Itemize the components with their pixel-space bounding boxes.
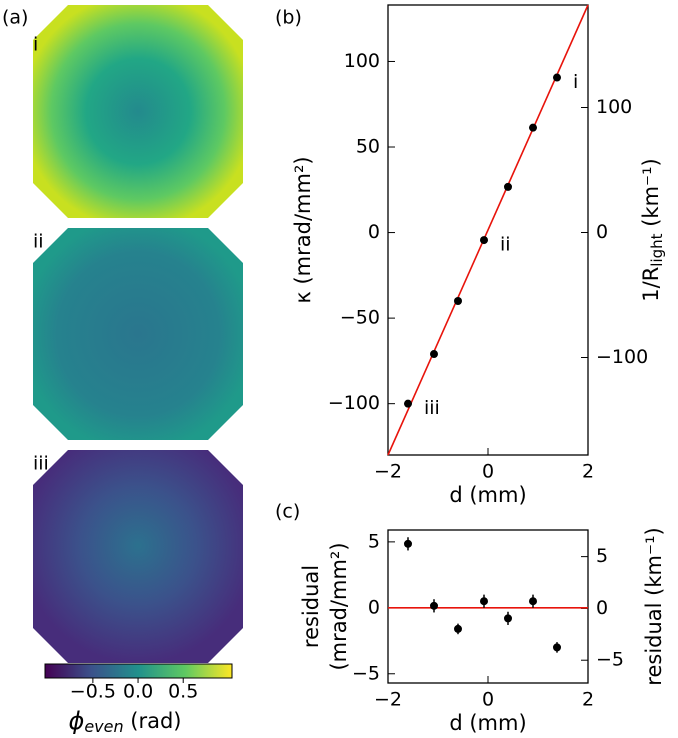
y-tick-label: 0	[368, 221, 380, 243]
panel-label: (c)	[275, 501, 300, 523]
y-tick-label: 50	[356, 136, 380, 158]
phase-map	[33, 450, 243, 663]
data-point	[454, 297, 462, 305]
y-axis-label: κ (mrad/mm²)	[291, 156, 315, 303]
data-point	[553, 74, 561, 82]
x-tick-label: 2	[582, 689, 594, 711]
data-point	[553, 643, 561, 651]
subscript: even	[84, 717, 123, 736]
colorbar-tick-label: −0.5	[70, 681, 116, 703]
x-tick-label: 0	[482, 689, 494, 711]
data-point	[404, 400, 412, 408]
data-point	[504, 614, 512, 622]
data-point	[480, 236, 488, 244]
image-label: iii	[33, 453, 49, 475]
label-main: 1/R	[639, 267, 663, 302]
y-axis-label: (mrad/mm²)	[327, 542, 351, 670]
y2-tick-label: −5	[596, 649, 624, 671]
y2-tick-label: 0	[596, 221, 608, 243]
figure: (a) i ii iii ϕeven (rad) −0.50.00.5(b)−2…	[0, 0, 678, 738]
x-tick-label: −2	[374, 461, 402, 483]
image-label: ii	[33, 231, 44, 253]
x-tick-label: 0	[482, 461, 494, 483]
x-axis-label: d (mm)	[449, 483, 526, 507]
y2-tick-label: 0	[596, 597, 608, 619]
data-point	[430, 602, 438, 610]
y-tick-label: 100	[344, 50, 380, 72]
point-label: iii	[424, 397, 440, 419]
unit: (rad)	[124, 709, 182, 733]
y2-tick-label: 100	[596, 96, 632, 118]
y-tick-label: 5	[368, 530, 380, 552]
colorbar-tick-label: 0.0	[123, 681, 153, 703]
x-axis-label: d (mm)	[449, 711, 526, 735]
colorbar-tick-label: 0.5	[168, 681, 198, 703]
data-point	[404, 540, 412, 548]
data-point	[430, 350, 438, 358]
data-point	[529, 124, 537, 132]
x-tick-label: 2	[582, 461, 594, 483]
fit-line	[388, 5, 588, 455]
point-label: ii	[500, 234, 511, 256]
y-tick-label: −50	[340, 307, 380, 329]
y-tick-label: −5	[352, 662, 380, 684]
plot-frame	[388, 530, 588, 683]
data-point	[529, 597, 537, 605]
data-point	[480, 597, 488, 605]
y2-axis-label: residual (km⁻¹)	[642, 527, 666, 685]
y2-tick-label: 5	[596, 545, 608, 567]
y2-axis-label: 1/Rlight (km⁻¹)	[639, 158, 666, 301]
colorbar-label: ϕeven (rad)	[68, 707, 181, 736]
symbol: ϕ	[68, 707, 84, 735]
panel-a: (a) i ii iii ϕeven (rad)	[2, 5, 243, 736]
label-sub: light	[648, 233, 666, 266]
phase-map	[33, 5, 243, 218]
data-point	[454, 625, 462, 633]
panel-label: (b)	[275, 7, 302, 29]
data-point	[504, 183, 512, 191]
phase-map	[33, 228, 243, 440]
y-tick-label: −100	[328, 392, 380, 414]
x-tick-label: −2	[374, 689, 402, 711]
y-tick-label: 0	[368, 596, 380, 618]
point-label: i	[573, 71, 578, 93]
colorbar	[45, 664, 232, 678]
image-label: i	[33, 34, 38, 56]
panel-label: (a)	[2, 7, 28, 29]
y2-tick-label: −100	[596, 346, 648, 368]
label-unit: (km⁻¹)	[639, 158, 663, 233]
y-axis-label: residual	[299, 565, 323, 648]
